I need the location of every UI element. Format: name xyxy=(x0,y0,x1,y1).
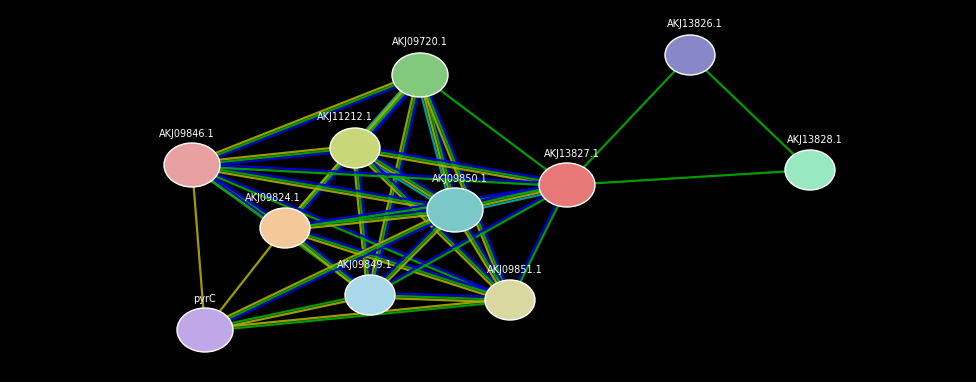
Text: pyrC: pyrC xyxy=(193,294,217,304)
Text: AKJ09720.1: AKJ09720.1 xyxy=(392,37,448,47)
Ellipse shape xyxy=(539,163,595,207)
Ellipse shape xyxy=(485,280,535,320)
Text: AKJ11212.1: AKJ11212.1 xyxy=(317,112,373,122)
Ellipse shape xyxy=(345,275,395,315)
Ellipse shape xyxy=(665,35,715,75)
Ellipse shape xyxy=(177,308,233,352)
Text: AKJ09849.1: AKJ09849.1 xyxy=(337,260,392,270)
Ellipse shape xyxy=(392,53,448,97)
Text: AKJ13826.1: AKJ13826.1 xyxy=(668,19,723,29)
Text: AKJ09851.1: AKJ09851.1 xyxy=(487,265,543,275)
Ellipse shape xyxy=(164,143,220,187)
Ellipse shape xyxy=(330,128,380,168)
Text: AKJ13827.1: AKJ13827.1 xyxy=(544,149,600,159)
Ellipse shape xyxy=(785,150,835,190)
Text: AKJ13828.1: AKJ13828.1 xyxy=(787,135,843,145)
Text: AKJ09824.1: AKJ09824.1 xyxy=(245,193,301,203)
Ellipse shape xyxy=(427,188,483,232)
Ellipse shape xyxy=(260,208,310,248)
Text: AKJ09850.1: AKJ09850.1 xyxy=(432,174,488,184)
Text: AKJ09846.1: AKJ09846.1 xyxy=(159,129,215,139)
